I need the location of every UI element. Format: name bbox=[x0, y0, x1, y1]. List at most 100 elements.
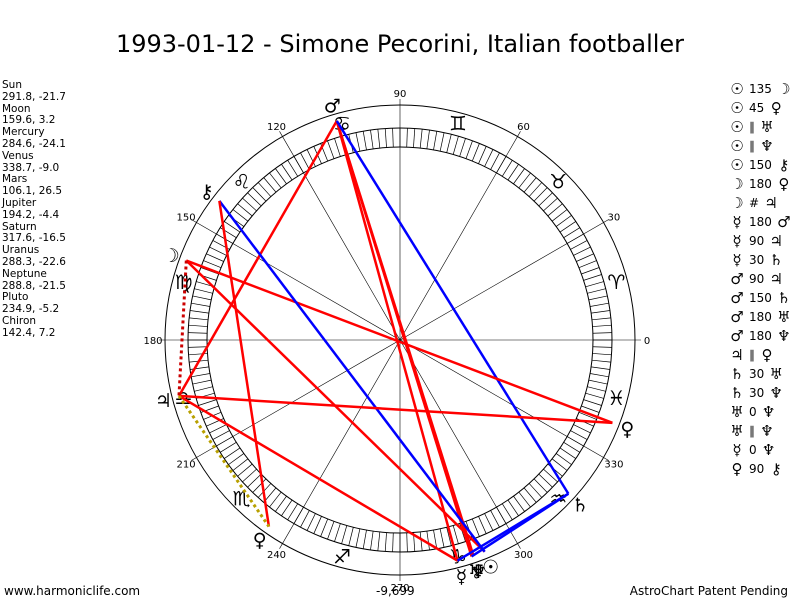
degree-tick bbox=[587, 386, 606, 392]
degree-tick bbox=[538, 192, 553, 207]
degree-tick bbox=[518, 491, 531, 508]
degree-tick bbox=[242, 197, 257, 212]
degree-tick bbox=[191, 302, 210, 307]
degree-tick bbox=[392, 128, 394, 148]
degree-tick bbox=[370, 130, 374, 149]
planet-coords-moon: 159.6, 3.2 bbox=[2, 114, 56, 127]
aspect-row: ♂ 180 ♅ bbox=[728, 308, 793, 327]
website-link[interactable]: www.harmoniclife.com bbox=[4, 584, 141, 598]
aspect-row: ♅ 0 ♆ bbox=[728, 403, 793, 422]
degree-tick bbox=[209, 246, 227, 256]
planet-coords-chiron: 142.4, 7.2 bbox=[2, 326, 56, 339]
degree-tick bbox=[237, 463, 253, 477]
degree-tick bbox=[370, 531, 374, 550]
sign-spoke bbox=[399, 219, 609, 341]
degree-tick bbox=[263, 177, 277, 193]
degree-tick bbox=[190, 310, 209, 314]
degree-tick bbox=[452, 525, 459, 544]
aspect-value: 90 bbox=[749, 272, 765, 286]
degree-tick bbox=[306, 149, 316, 167]
degree-tick bbox=[578, 260, 597, 269]
planet-name-mars: Mars bbox=[2, 173, 28, 186]
planet-coords-venus: 338.7, -9.0 bbox=[2, 161, 60, 174]
degree-tick bbox=[459, 138, 466, 157]
aspect-planet-2: ♄ bbox=[769, 251, 783, 269]
taurus-icon: ♉ bbox=[549, 170, 567, 194]
degree-tick bbox=[559, 221, 576, 233]
aries-icon: ♈ bbox=[607, 270, 625, 294]
chart-title: 1993-01-12 - Simone Pecorini, Italian fo… bbox=[115, 30, 685, 58]
degree-tick bbox=[198, 399, 217, 406]
degree-tick bbox=[192, 379, 212, 385]
degree-tick bbox=[523, 177, 537, 193]
aspect-row: ♀ 90 ⚷ bbox=[728, 460, 793, 479]
planet-coords-neptune: 288.8, -21.5 bbox=[2, 279, 66, 292]
degree-tick bbox=[547, 203, 563, 217]
degree-tick bbox=[533, 187, 548, 202]
degree-tick bbox=[478, 516, 487, 534]
aspect-planet-1: ♄ bbox=[730, 384, 744, 402]
degree-tick bbox=[484, 149, 494, 167]
aspect-planet-1: ☽ bbox=[730, 175, 744, 193]
aspect-planet-1: ☉ bbox=[730, 118, 744, 136]
aspect-line-mars-saturn bbox=[335, 120, 570, 495]
aspect-planet-1: ♂ bbox=[730, 270, 744, 288]
aspect-row: ☉ 45 ♀ bbox=[728, 99, 793, 118]
degree-tick bbox=[313, 516, 322, 534]
degree-tick bbox=[426, 531, 430, 550]
degree-tick bbox=[192, 295, 212, 301]
degree-label-210: 210 bbox=[177, 460, 196, 471]
aspect-value: 150 bbox=[749, 158, 772, 172]
degree-tick bbox=[578, 411, 597, 420]
degree-tick bbox=[247, 473, 262, 488]
venus-icon: ♀ bbox=[620, 419, 634, 441]
aspect-value: 180 bbox=[749, 329, 772, 343]
degree-tick bbox=[543, 468, 558, 483]
aspect-value: 90 bbox=[749, 234, 765, 248]
aspect-planet-2: ♃ bbox=[764, 194, 778, 212]
degree-label-300: 300 bbox=[514, 550, 533, 561]
degree-tick bbox=[392, 532, 394, 552]
degree-tick bbox=[334, 523, 341, 542]
degree-tick bbox=[228, 453, 245, 465]
jupiter-icon: ♃ bbox=[155, 390, 172, 412]
degree-tick bbox=[452, 136, 459, 155]
degree-label-120: 120 bbox=[267, 122, 286, 133]
pluto-icon: ♀ bbox=[253, 530, 267, 552]
degree-tick bbox=[471, 143, 480, 162]
degree-tick bbox=[406, 532, 408, 552]
aspect-planet-2: ♃ bbox=[769, 232, 783, 250]
degree-tick bbox=[287, 160, 299, 177]
degree-tick bbox=[538, 473, 553, 488]
degree-tick bbox=[247, 192, 262, 207]
planet-name-pluto: Pluto bbox=[2, 291, 29, 304]
degree-label-60: 60 bbox=[517, 122, 530, 133]
degree-tick bbox=[581, 405, 600, 413]
degree-tick bbox=[523, 487, 537, 503]
degree-tick bbox=[573, 246, 591, 256]
aspect-row: ☽ 180 ♀ bbox=[728, 175, 793, 194]
degree-label-150: 150 bbox=[177, 213, 196, 224]
aspect-planet-2: ♄ bbox=[777, 289, 791, 307]
degree-tick bbox=[209, 424, 227, 434]
degree-tick bbox=[590, 373, 609, 378]
degree-tick bbox=[377, 531, 381, 551]
harmonic-score: -9,699 bbox=[376, 584, 415, 598]
aspect-value: 30 bbox=[749, 367, 765, 381]
planet-positions-list: Sun 291.8, -21.7 Moon 159.6, 3.2 Mercury 284.… bbox=[2, 79, 66, 340]
aspect-planet-2: ♆ bbox=[760, 137, 774, 155]
aspect-planet-1: ♂ bbox=[730, 289, 744, 307]
degree-tick bbox=[576, 253, 594, 262]
sign-spoke bbox=[399, 339, 521, 549]
sign-spoke bbox=[279, 131, 401, 341]
aspect-planet-2: ⚷ bbox=[770, 460, 782, 478]
aspect-value: 90 bbox=[749, 462, 765, 476]
aspect-row: ☉ 150 ⚷ bbox=[728, 156, 793, 175]
degree-tick bbox=[573, 424, 591, 434]
degree-tick bbox=[570, 240, 588, 250]
degree-tick bbox=[220, 441, 237, 453]
degree-tick bbox=[327, 521, 335, 540]
aspect-planet-2: ♃ bbox=[769, 270, 783, 288]
degree-tick bbox=[281, 164, 293, 181]
